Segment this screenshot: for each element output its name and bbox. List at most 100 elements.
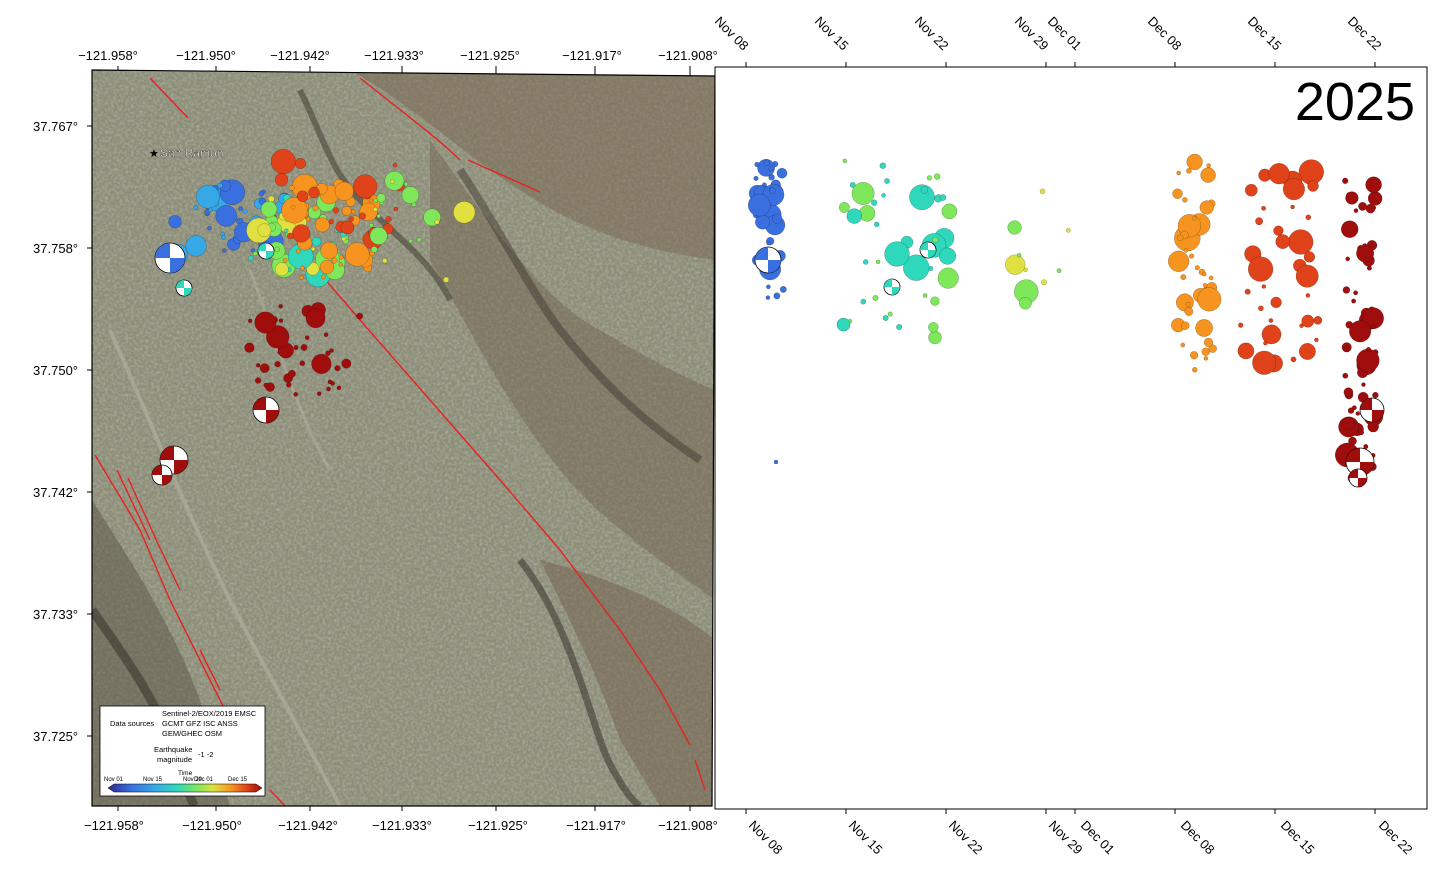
earthquake-marker <box>385 216 392 223</box>
earthquake-marker <box>1192 367 1198 373</box>
earthquake-marker <box>763 159 771 167</box>
date-tick-label: Nov 22 <box>912 14 952 54</box>
place-marker: ★ San Ramon <box>149 146 224 160</box>
earthquake-marker <box>1180 342 1186 348</box>
earthquake-marker <box>353 174 378 199</box>
lat-labels: 37.767° 37.758° 37.750° 37.742° 37.733° … <box>33 119 78 744</box>
earthquake-marker <box>1298 343 1316 360</box>
earthquake-marker <box>1208 275 1214 281</box>
earthquake-marker <box>1238 322 1244 328</box>
earthquake-marker <box>881 193 886 198</box>
earthquake-marker <box>1356 244 1375 263</box>
earthquake-marker <box>871 199 878 206</box>
earthquake-marker <box>930 296 940 306</box>
earthquake-marker <box>220 234 226 240</box>
earthquake-marker <box>932 236 939 243</box>
earthquake-marker <box>1237 342 1255 360</box>
earthquake-marker <box>242 209 248 215</box>
earthquake-marker <box>389 178 395 184</box>
earthquake-marker <box>338 262 343 267</box>
earthquake-marker <box>278 304 283 309</box>
focal-mechanism-icon <box>151 464 173 486</box>
earthquake-marker <box>196 184 220 209</box>
legend-magnitude-label: Earthquake <box>154 745 192 754</box>
earthquake-marker <box>1342 286 1351 294</box>
earthquake-marker <box>314 217 330 233</box>
road <box>108 329 342 806</box>
hillside <box>540 560 715 806</box>
place-label: San Ramon <box>160 146 223 160</box>
star-icon: ★ <box>149 148 159 160</box>
earthquake-marker <box>281 197 308 224</box>
earthquake-marker <box>768 166 774 172</box>
earthquake-marker <box>340 220 355 235</box>
earthquake-marker <box>453 201 476 224</box>
earthquake-marker <box>338 254 344 260</box>
earthquake-marker <box>185 235 207 257</box>
focal-mechanism-icon <box>919 241 937 259</box>
earthquake-marker <box>928 330 942 345</box>
earthquake-marker <box>299 360 306 367</box>
earthquake-marker <box>1372 391 1379 399</box>
earthquake-marker <box>217 182 223 189</box>
colorbar-tick: Nov 01 <box>104 777 124 783</box>
earthquake-marker <box>1192 216 1197 221</box>
satellite-map[interactable] <box>92 68 717 808</box>
earthquake-marker <box>849 181 856 188</box>
earthquake-marker <box>1186 167 1192 174</box>
date-tick-label: Nov 15 <box>846 818 886 858</box>
earthquake-marker <box>284 228 289 234</box>
earthquake-marker <box>1361 382 1366 387</box>
earthquake-marker <box>762 182 767 188</box>
earthquake-marker <box>254 377 262 384</box>
earthquake-marker <box>1263 340 1268 346</box>
earthquake-marker <box>1365 203 1376 214</box>
earthquake-marker <box>368 197 374 203</box>
colorbar-tick: Nov 29 <box>183 777 203 783</box>
earthquake-marker <box>247 255 254 262</box>
earthquake-marker <box>1351 298 1357 304</box>
earthquake-marker <box>288 184 295 191</box>
earthquake-marker <box>1313 315 1323 325</box>
earthquake-marker <box>257 223 272 238</box>
earthquake-marker <box>753 175 759 181</box>
earthquake-marker <box>773 292 781 300</box>
earthquake-marker <box>1343 347 1349 352</box>
earthquake-marker <box>1268 318 1274 323</box>
focal-mechanism-icon <box>154 242 186 274</box>
earthquake-marker <box>259 363 270 373</box>
earthquake-marker <box>1342 177 1349 184</box>
earthquake-marker <box>376 213 381 219</box>
earthquake-marker <box>274 246 280 253</box>
earthquake-marker <box>1203 356 1209 361</box>
earthquake-marker <box>1023 267 1028 273</box>
lon-tick-label: −121.917° <box>566 818 626 833</box>
earthquake-marker <box>434 219 440 225</box>
earthquake-marker <box>323 332 329 338</box>
earthquake-marker <box>1307 180 1319 192</box>
earthquake-marker <box>1182 197 1188 203</box>
earthquake-marker <box>938 247 957 265</box>
earthquake-marker <box>1202 283 1208 288</box>
earthquake-marker <box>316 391 322 396</box>
earthquake-marker <box>311 236 322 247</box>
ridge-shadow <box>297 88 453 302</box>
earthquake-marker <box>193 205 198 210</box>
lon-tick-label: −121.933° <box>372 818 432 833</box>
earthquake-marker <box>1290 204 1295 210</box>
earthquake-marker <box>168 215 182 229</box>
earthquake-marker <box>266 325 290 349</box>
legend-sources-line: GEM/GHEC OSM <box>162 729 222 738</box>
earthquake-marker <box>274 361 281 368</box>
focal-mechanism-icon <box>1348 468 1368 488</box>
earthquake-marker <box>851 182 875 205</box>
earthquake-marker <box>1295 264 1319 288</box>
earthquake-marker <box>1040 279 1047 286</box>
earthquake-marker <box>846 208 863 224</box>
earthquake-marker <box>862 259 869 265</box>
date-tick-label: Nov 22 <box>946 818 986 858</box>
earthquake-marker <box>873 221 880 228</box>
earthquake-marker <box>286 232 294 240</box>
focal-mechanism-icon <box>175 279 193 297</box>
earthquake-marker <box>296 190 309 202</box>
